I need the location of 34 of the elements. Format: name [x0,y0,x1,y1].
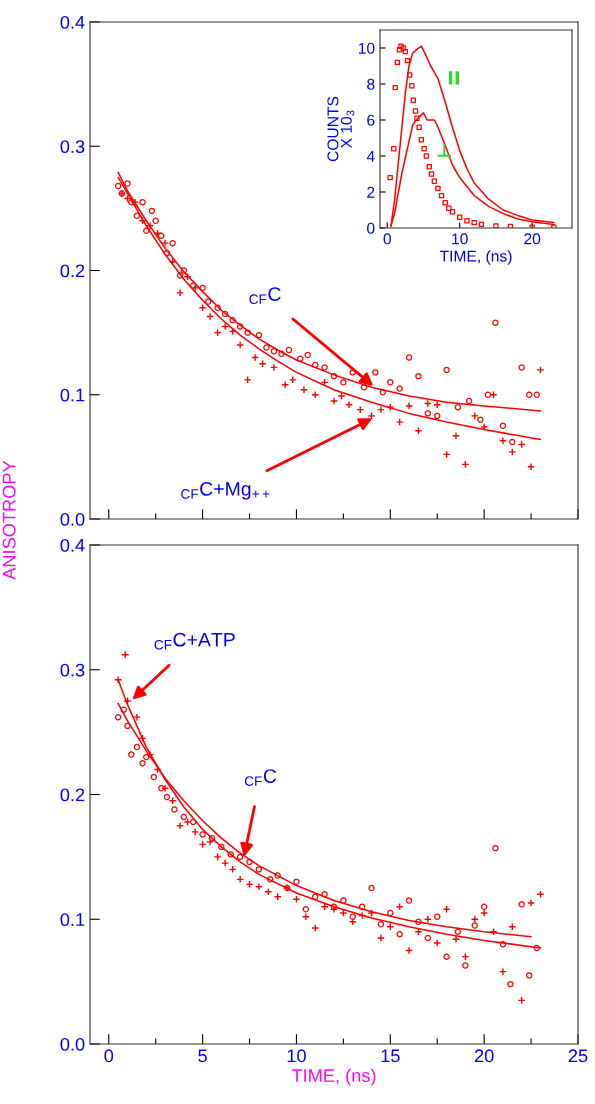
x-tick-label: 15 [381,1049,400,1063]
y-axis-title: ANISOTROPY [2,460,16,580]
y-tick-label: 0.1 [60,913,85,927]
x-tick-label: 10 [452,233,468,245]
annotation: $_{CF}$C [249,287,281,304]
y-tick-label: 0.0 [60,1037,85,1051]
annotation: II [448,71,459,85]
y-tick-label: 0 [367,222,375,234]
x-tick-label: 20 [524,233,541,245]
y-tick-label: 2 [367,186,375,198]
x-tick-label: 10 [287,1049,306,1063]
y-tick-label: 8 [367,78,375,90]
y-tick-label: 0.1 [60,388,85,402]
y-tick-label: 0.4 [60,538,85,552]
annotation: $_{CF}$C [244,769,277,786]
y-tick-label: 6 [367,114,375,126]
x-tick-label: 5 [198,1049,207,1063]
y-tick-label: 4 [366,150,375,162]
y-tick-label: 10 [358,42,375,54]
y-tick-label: 0.3 [60,140,85,154]
y-tick-label: 0.3 [60,663,85,677]
x-axis-title: TIME, (ns) [291,1068,376,1086]
y-axis-title: COUNTS X 10$_{3}$ [327,96,355,162]
y-tick-label: 0.2 [60,264,85,278]
y-tick-label: 0.0 [60,512,85,526]
x-tick-label: 20 [474,1049,494,1063]
annotation: $_{CF}$C+ATP [154,632,235,650]
y-tick-label: 0.4 [60,15,85,29]
annotation: $_{CF}$C+Mg$_{++}$ [181,481,270,500]
y-tick-label: 0.2 [60,788,85,802]
x-axis-title: TIME, (ns) [439,250,512,265]
x-tick-label: 0 [383,233,391,245]
x-tick-label: 0 [104,1049,114,1063]
x-tick-label: 25 [568,1049,588,1063]
